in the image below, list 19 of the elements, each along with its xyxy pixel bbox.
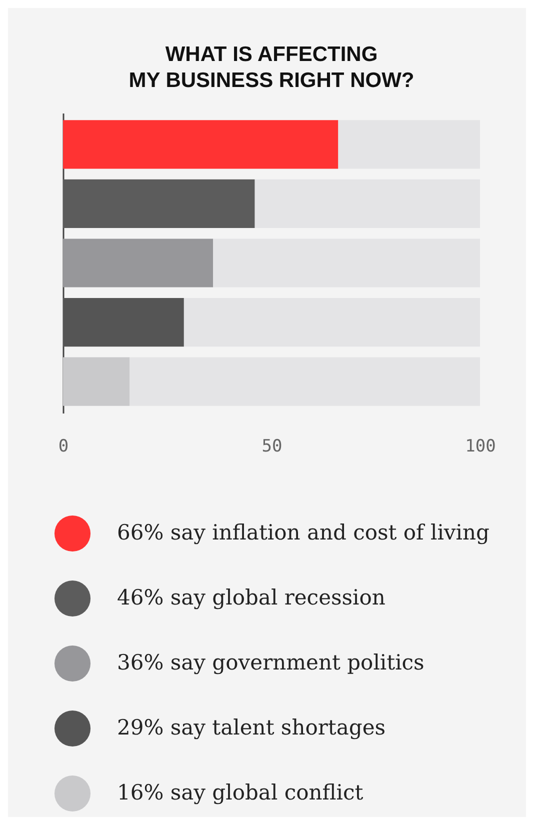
legend-label: 16% say global conflict <box>117 780 364 804</box>
x-tick-label: 100 <box>465 436 496 456</box>
bar <box>254 179 480 228</box>
x-tick-label: 50 <box>262 436 282 456</box>
bar <box>184 298 480 347</box>
chart-title: WHAT IS AFFECTING MY BUSINESS RIGHT NOW? <box>128 43 414 92</box>
bar <box>63 179 255 228</box>
bar <box>130 357 480 406</box>
bar <box>63 298 184 347</box>
legend-label: 36% say government politics <box>117 650 424 674</box>
bar <box>63 238 214 288</box>
legend-label: 29% say talent shortages <box>117 716 386 740</box>
legend-label: 46% say global recession <box>117 586 386 610</box>
bar <box>338 120 480 169</box>
bar <box>63 120 338 169</box>
bar <box>63 357 130 406</box>
x-tick-label: 0 <box>58 436 69 456</box>
legend-label: 66% say inflation and cost of living <box>117 520 490 544</box>
bar <box>213 238 480 288</box>
